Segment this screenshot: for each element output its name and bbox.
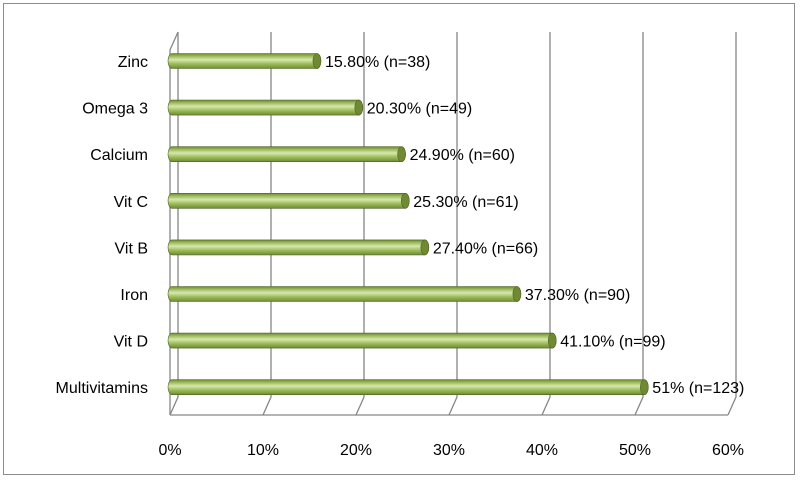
- bar-end-cap: [420, 239, 430, 256]
- bar-body: [167, 239, 430, 256]
- x-tick-label: 0%: [158, 442, 181, 459]
- bar-body: [167, 286, 522, 302]
- y-category-label: Vit B: [115, 240, 149, 257]
- bar-end-cap: [354, 99, 364, 116]
- x-tick-label: 10%: [247, 442, 279, 459]
- y-category-label: Omega 3: [82, 101, 148, 118]
- x-tick-label: 20%: [340, 442, 372, 459]
- bar-omega-3: [167, 99, 364, 116]
- data-label: 51% (n=123): [652, 380, 744, 397]
- bar-end-cap: [397, 146, 406, 162]
- gridline-6: [727, 32, 737, 416]
- data-label: 24.90% (n=60): [410, 147, 515, 164]
- bar-vit-c: [167, 193, 410, 209]
- y-category-label: Multivitamins: [56, 380, 148, 397]
- x-tick-label: 60%: [712, 442, 744, 459]
- bar-calcium: [167, 146, 406, 162]
- x-tick-label: 30%: [433, 442, 465, 459]
- data-label: 41.10% (n=99): [560, 334, 665, 351]
- data-label: 27.40% (n=66): [433, 240, 538, 257]
- y-axis-line: [169, 31, 179, 415]
- bar-end-cap: [312, 53, 322, 69]
- data-label: 37.30% (n=90): [525, 287, 630, 304]
- x-tick-label: 50%: [619, 442, 651, 459]
- bar-body: [167, 379, 649, 395]
- bar-body: [167, 332, 557, 349]
- x-tick-label: 40%: [526, 442, 558, 459]
- gridline-1: [262, 32, 272, 416]
- gridline-3: [448, 32, 458, 416]
- bar-end-cap: [512, 286, 522, 302]
- bar-body: [167, 53, 322, 69]
- data-label: 25.30% (n=61): [413, 194, 518, 211]
- bar-end-cap: [400, 193, 410, 209]
- bar-multivitamins: [167, 379, 649, 396]
- bar-body: [167, 193, 410, 209]
- y-category-label: Vit C: [114, 194, 148, 211]
- y-category-label: Iron: [120, 287, 148, 304]
- gridline-0: [169, 32, 179, 416]
- y-category-label: Calcium: [90, 147, 148, 164]
- y-category-label: Vit D: [114, 334, 148, 351]
- bar-end-cap: [639, 379, 649, 396]
- bar-zinc: [167, 53, 322, 69]
- bar-iron: [167, 286, 522, 302]
- bar-end-cap: [547, 332, 557, 349]
- y-category-label: Zinc: [118, 54, 148, 71]
- bar-vit-b: [167, 239, 430, 256]
- chart-frame: [3, 3, 795, 475]
- gridline-5: [634, 32, 644, 416]
- data-label: 15.80% (n=38): [325, 54, 430, 71]
- bar-body: [167, 146, 406, 162]
- gridline-2: [355, 32, 365, 416]
- bar-body: [167, 99, 364, 116]
- bar-vit-d: [167, 332, 557, 349]
- data-label: 20.30% (n=49): [367, 101, 472, 118]
- gridline-4: [541, 32, 551, 416]
